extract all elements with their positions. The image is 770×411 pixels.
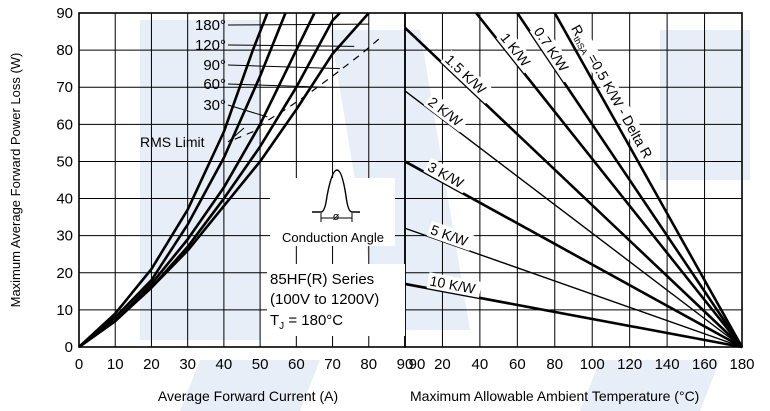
- label-background: [426, 272, 482, 298]
- leader-line: [227, 23, 369, 26]
- rating-label-1-5: 1.5 K/W: [440, 49, 497, 104]
- left-x-tick-label: 40: [216, 356, 233, 373]
- watermark-block: [330, 30, 470, 330]
- rms-limit-label: RMS Limit: [140, 134, 205, 150]
- rating-line-0.5: [553, 12, 744, 348]
- rating-line-5: [404, 227, 743, 348]
- rating-line-1.5: [404, 26, 743, 348]
- series-curves: [78, 12, 744, 349]
- leader-line: [227, 64, 340, 70]
- y-tick-label: 50: [56, 153, 73, 170]
- series-line-30deg: [78, 12, 269, 348]
- rating-line-0.7: [516, 12, 744, 348]
- right-x-axis-label: Maximum Allowable Ambient Temperature (°…: [410, 388, 699, 404]
- right-x-tick-label: 90: [409, 356, 426, 373]
- series-label-90deg: 90°: [203, 57, 226, 74]
- inset-phi-symbol: ø: [333, 211, 340, 223]
- note-series: 85HF(R) Series: [270, 271, 374, 288]
- sine-pulse-icon: [312, 169, 360, 213]
- right-x-tick-label: 60: [509, 356, 526, 373]
- background-watermark: [140, 20, 750, 411]
- y-tick-label: 40: [56, 191, 73, 208]
- left-x-tick-label: 20: [143, 356, 160, 373]
- conduction-angle-inset: ø Conduction Angle: [270, 169, 395, 246]
- y-tick-label: 90: [56, 5, 73, 22]
- left-x-tick-label: 50: [252, 356, 269, 373]
- plot-frames: [78, 12, 743, 348]
- watermark-block: [180, 360, 320, 411]
- left-x-tick-label: 0: [75, 356, 83, 373]
- leader-line: [227, 104, 268, 118]
- note-voltage: (100V to 1200V): [270, 291, 379, 308]
- left-x-tick-label: 70: [324, 356, 341, 373]
- left-x-tick-label: 60: [288, 356, 305, 373]
- right-x-tick-label: 120: [617, 356, 642, 373]
- notes-background: [267, 264, 405, 336]
- label-background: [567, 20, 655, 159]
- leader-line: [227, 83, 326, 88]
- y-tick-label: 10: [56, 302, 73, 319]
- left-x-tick-label: 90: [397, 356, 414, 373]
- series-notes: 85HF(R) Series (100V to 1200V) TJ = 180°C: [267, 264, 405, 336]
- left-x-tick-label: 30: [179, 356, 196, 373]
- left-x-axis-label: Average Forward Current (A): [158, 388, 338, 404]
- label-background: [529, 22, 578, 83]
- note-junction-temp: TJ = 180°C: [270, 312, 343, 332]
- y-tick-label: 80: [56, 42, 73, 59]
- rating-label-0-5-text: RthSA =0.5 K/W - Delta R: [566, 22, 655, 162]
- rating-line-2: [404, 90, 743, 348]
- chart-labels: 0 10 20 30 40 50 60 70 80 90 Maximum Average Forwa…: [8, 5, 755, 404]
- leader-line: [227, 127, 245, 143]
- right-x-tick-label: 40: [472, 356, 489, 373]
- rms-limit-line: [234, 34, 384, 140]
- label-background: [426, 220, 475, 251]
- y-tick-label: 70: [56, 79, 73, 96]
- right-x-tick-label: 180: [729, 356, 754, 373]
- y-tick-label: 0: [65, 339, 73, 356]
- right-plot-frame: [404, 12, 743, 348]
- rating-line-3: [404, 160, 743, 349]
- right-x-tick-label: 100: [580, 356, 605, 373]
- leader-line: [227, 44, 355, 47]
- label-background: [496, 28, 537, 74]
- y-tick-label: 60: [56, 116, 73, 133]
- right-x-tick-label: 80: [546, 356, 563, 373]
- left-x-tick-label: 10: [107, 356, 124, 373]
- left-x-tick-label: 80: [360, 356, 377, 373]
- inset-background: [270, 178, 395, 246]
- y-tick-label: 30: [56, 228, 73, 245]
- y-tick-label: 20: [56, 265, 73, 282]
- series-line-60deg: [78, 12, 287, 349]
- right-x-tick-label: 140: [655, 356, 680, 373]
- label-background: [423, 92, 470, 133]
- series-line-90deg: [78, 12, 316, 349]
- watermark-block: [140, 20, 260, 340]
- label-background: [440, 49, 497, 104]
- right-x-tick-label: 20: [434, 356, 451, 373]
- rating-label-1-5-text: 1.5 K/W: [442, 51, 490, 97]
- rating-line-1: [475, 12, 744, 348]
- y-axis-label: Maximum Average Forward Power Loss (W): [8, 53, 23, 308]
- series-label-120deg: 120°: [195, 37, 226, 54]
- label-background: [423, 157, 471, 194]
- watermark-block: [580, 360, 720, 411]
- series-label-30deg: 30°: [203, 97, 226, 114]
- series-label-180deg: 180°: [195, 17, 226, 34]
- conduction-angle-label: Conduction Angle: [282, 230, 384, 245]
- series-label-60deg: 60°: [203, 76, 226, 93]
- right-x-tick-label: 160: [692, 356, 717, 373]
